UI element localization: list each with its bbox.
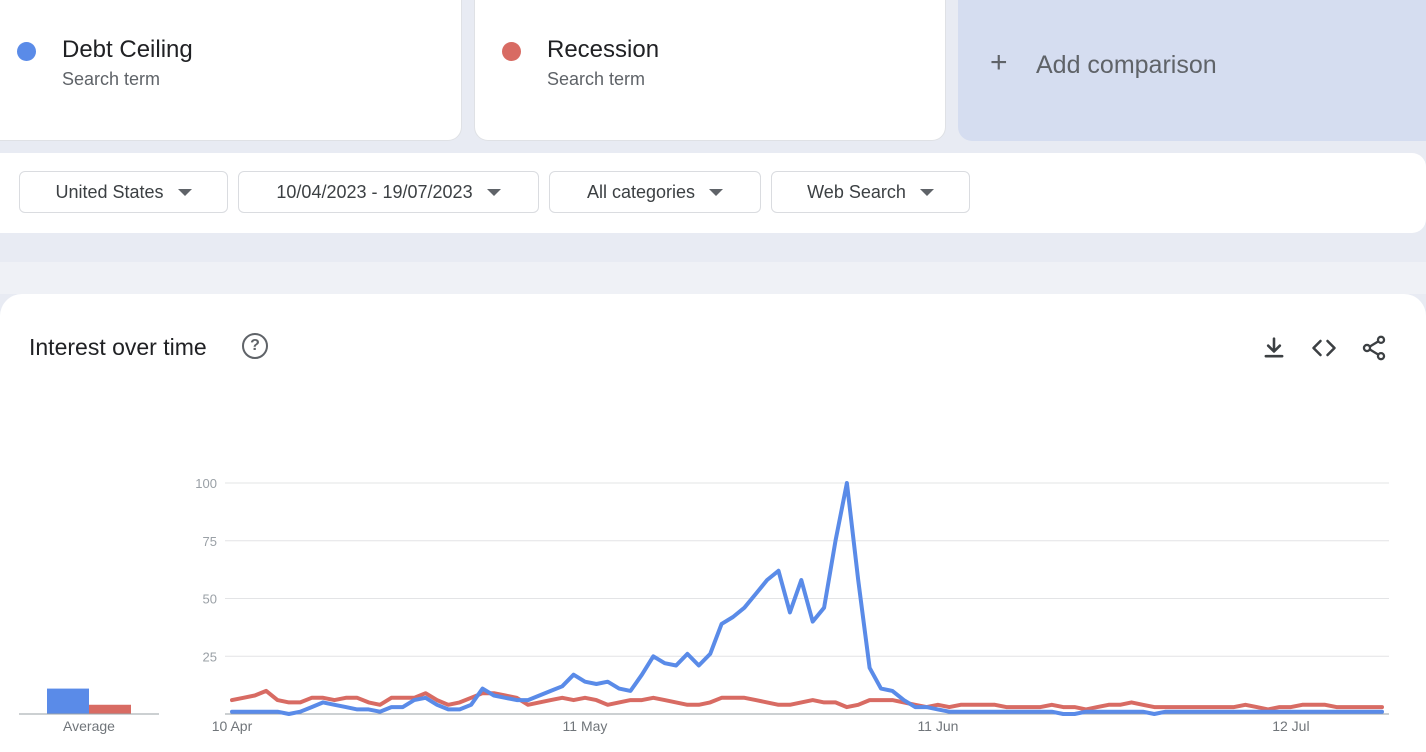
region-value: United States [55, 181, 164, 202]
search-type-value: Web Search [807, 181, 906, 202]
average-label: Average [63, 718, 115, 734]
date-range-value: 10/04/2023 - 19/07/2023 [276, 181, 473, 202]
plus-icon: + [990, 46, 1008, 79]
x-tick-label: 11 Jun [917, 718, 958, 734]
dropdown-caret-icon [486, 188, 501, 196]
series-line-recession [230, 688, 1384, 712]
interest-over-time-chart: 25 50 75 100 10 Apr 11 May 11 Jun 12 Jul Average [19, 476, 1389, 734]
chart-title: Interest over time [29, 334, 207, 360]
embed-icon[interactable] [1310, 334, 1338, 362]
term-subtitle: Search term [547, 69, 646, 89]
term-name[interactable]: Recession [547, 36, 660, 63]
term-name[interactable]: Debt Ceiling [62, 36, 193, 63]
filter-bar: United States 10/04/2023 - 19/07/2023 Al… [0, 153, 1426, 233]
add-comparison-button[interactable]: + Add comparison [958, 0, 1426, 141]
series-line-debt-ceiling [230, 481, 1384, 716]
region-dropdown[interactable]: United States [19, 171, 228, 213]
term-subtitle: Search term [62, 69, 161, 89]
help-icon[interactable]: ? [242, 333, 268, 359]
average-bar [47, 688, 89, 714]
search-term-card-debt-ceiling[interactable]: Debt Ceiling Search term [0, 0, 462, 141]
add-comparison-label: Add comparison [1036, 51, 1217, 79]
x-tick-label: 10 Apr [212, 718, 253, 734]
average-bar [89, 704, 131, 714]
series-color-dot [17, 42, 36, 61]
download-icon[interactable] [1260, 334, 1288, 362]
date-range-dropdown[interactable]: 10/04/2023 - 19/07/2023 [238, 171, 539, 213]
share-icon[interactable] [1360, 334, 1388, 362]
series-color-dot [502, 42, 521, 61]
x-tick-label: 12 Jul [1272, 718, 1309, 734]
y-tick-label: 25 [203, 649, 217, 664]
dropdown-caret-icon [709, 188, 724, 196]
section-divider [0, 262, 1426, 294]
category-dropdown[interactable]: All categories [549, 171, 761, 213]
search-term-card-recession[interactable]: Recession Search term [474, 0, 946, 141]
category-value: All categories [586, 181, 696, 202]
interest-over-time-card: Interest over time ? 25 50 75 100 10 Apr 11 M… [0, 294, 1426, 752]
y-tick-label: 75 [203, 534, 217, 549]
search-type-dropdown[interactable]: Web Search [771, 171, 970, 213]
dropdown-caret-icon [177, 188, 192, 196]
dropdown-caret-icon [919, 188, 934, 196]
y-tick-label: 100 [195, 476, 217, 491]
y-tick-label: 50 [203, 592, 217, 607]
x-tick-label: 11 May [563, 718, 608, 734]
